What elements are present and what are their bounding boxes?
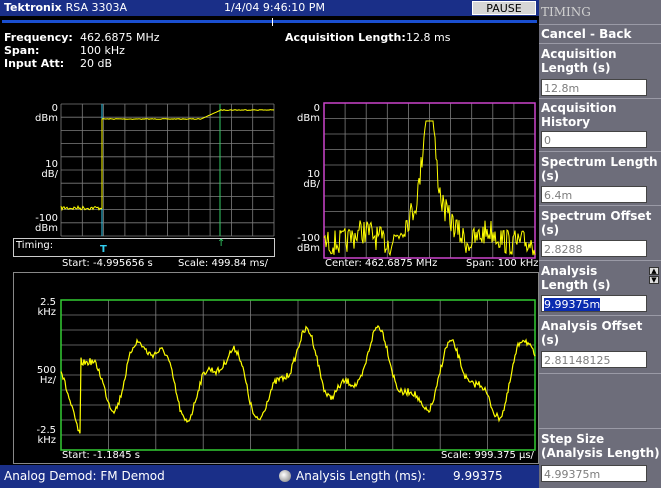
spectrum-trace (323, 120, 536, 257)
analysis-length-value: 9.99375 (453, 469, 503, 483)
status-bar: Analog Demod: FM Demod Analysis Length (… (0, 465, 539, 488)
demod-frame (60, 299, 536, 451)
timing-scale-label: Scale: 499.84 ms/ (178, 258, 268, 269)
demod-y-bot: -2.5 kHz (36, 425, 56, 446)
acq-length-field[interactable]: 12.8m (541, 79, 647, 96)
timing-arrow-marker[interactable]: ↑ (217, 238, 226, 249)
menu-divider (539, 428, 661, 429)
cancel-back-label: Cancel - Back (541, 27, 632, 41)
timing-start-label: Start: -4.995656 s (62, 258, 153, 269)
acquisition-progress (0, 16, 539, 28)
menu-divider (539, 373, 661, 374)
spectrum-y-mid: 10 dB/ (303, 169, 320, 190)
demod-panel-frame (13, 272, 539, 464)
menu-divider (539, 260, 661, 261)
analysis-length-menu-item[interactable]: Analysis Length (s) (539, 264, 661, 292)
menu-divider (539, 315, 661, 316)
datetime: 1/4/04 9:46:10 PM (224, 1, 325, 14)
timing-t-marker[interactable]: T (100, 244, 107, 255)
timing-menu: TIMING Cancel - Back Acquisition Length … (539, 0, 661, 488)
acq-length-menu-item[interactable]: Acquisition Length (s) (539, 47, 661, 75)
menu-title: TIMING (541, 5, 591, 19)
timing-y-top: 0 dBm (35, 103, 58, 124)
analysis-offset-field[interactable]: 2.81148125 (541, 351, 647, 368)
spectrum-length-field[interactable]: 6.4m (541, 186, 647, 203)
menu-divider (539, 151, 661, 152)
timing-bar: Timing: T ↑ (13, 238, 275, 257)
spectrum-span-label: Span: 100 kHz (466, 258, 539, 269)
timing-graph (60, 103, 275, 237)
timing-y-mid: 10 dB/ (41, 159, 58, 180)
knob-icon[interactable] (279, 470, 291, 482)
timing-bar-label: Timing: (16, 240, 54, 251)
step-size-menu-label: Step Size (Analysis Length) (541, 432, 660, 460)
spectrum-length-menu-item[interactable]: Spectrum Length (s) (539, 155, 661, 183)
analysis-length-field[interactable]: 9.99375m (541, 295, 647, 312)
acq-history-menu-item[interactable]: Acquisition History (539, 101, 661, 129)
spectrum-frame (323, 102, 536, 259)
acq-history-field[interactable]: 0 (541, 131, 647, 148)
demod-y-mid: 500 Hz/ (36, 365, 56, 386)
timing-y-bot: -100 dBm (35, 213, 58, 234)
analysis-offset-menu-item[interactable]: Analysis Offset (s) (539, 319, 661, 347)
span-label: Span: (4, 44, 40, 57)
menu-divider (539, 98, 661, 99)
span-value: 100 kHz (80, 44, 125, 57)
analysis-offset-menu-label: Analysis Offset (s) (541, 319, 643, 347)
demod-start-label: Start: -1.1845 s (62, 450, 140, 461)
demod-trace (60, 324, 536, 434)
progress-marker (272, 18, 273, 26)
analysis-length-field-value: 9.99375m (544, 298, 601, 311)
menu-divider (539, 43, 661, 44)
acq-length-value: 12.8 ms (406, 31, 451, 44)
spectrum-y-top: 0 dBm (297, 103, 320, 124)
frequency-value: 462.6875 MHz (80, 31, 160, 44)
spectrum-offset-field[interactable]: 2.8288 (541, 240, 647, 257)
frequency-label: Frequency: (4, 31, 73, 44)
progress-track (2, 20, 537, 23)
step-size-menu-item[interactable]: Step Size (Analysis Length) (539, 432, 661, 460)
title-bar: Tektronix RSA 3303A 1/4/04 9:46:10 PM PA… (0, 0, 539, 16)
spin-up-icon[interactable]: ▲ (649, 267, 659, 275)
timing-trace (60, 108, 275, 212)
analysis-length-label: Analysis Length (ms): (296, 469, 426, 483)
acq-length-menu-label: Acquisition Length (s) (541, 47, 617, 75)
spectrum-offset-menu-label: Spectrum Offset (s) (541, 209, 652, 237)
input-att-label: Input Att: (4, 57, 65, 70)
spin-down-icon[interactable]: ▼ (649, 276, 659, 284)
spectrum-graph (323, 102, 536, 259)
demod-scale-label: Scale: 999.375 µs/ (441, 450, 534, 461)
acq-length-label: Acquisition Length: (285, 31, 406, 44)
acq-history-menu-label: Acquisition History (541, 101, 617, 129)
spectrum-y-bot: -100 dBm (297, 233, 320, 254)
timing-grid (60, 103, 275, 237)
analysis-length-menu-label: Analysis Length (s) (541, 264, 611, 292)
menu-divider (539, 205, 661, 206)
cancel-back-button[interactable]: Cancel - Back (539, 27, 661, 41)
step-size-field[interactable]: 4.99375m (541, 465, 647, 482)
menu-divider (539, 24, 661, 25)
input-att-value: 20 dB (80, 57, 113, 70)
demod-graph (60, 299, 536, 451)
spectrum-center-label: Center: 462.6875 MHz (325, 258, 438, 269)
mode-label: Analog Demod: FM Demod (4, 469, 165, 483)
spectrum-offset-menu-item[interactable]: Spectrum Offset (s) (539, 209, 661, 237)
pause-button[interactable]: PAUSE (472, 1, 536, 15)
demod-y-top: 2.5 kHz (37, 297, 56, 318)
spectrum-length-menu-label: Spectrum Length (s) (541, 155, 658, 183)
brand-label: Tektronix RSA 3303A (4, 1, 127, 14)
